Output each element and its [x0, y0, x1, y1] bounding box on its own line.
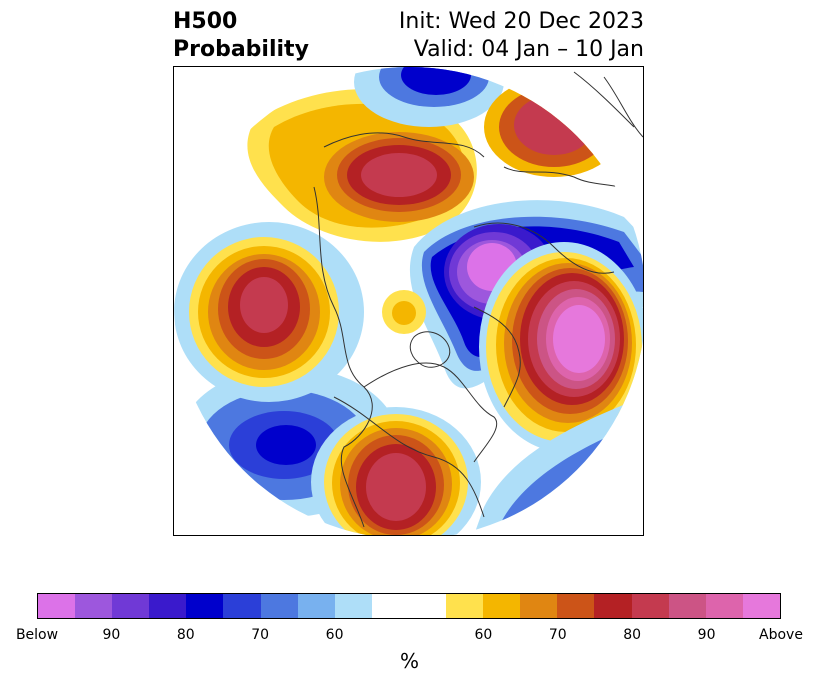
- colorbar-segment: [557, 594, 595, 618]
- title-line-variable: H500: [173, 9, 238, 34]
- colorbar-segment: [297, 594, 335, 618]
- anomaly-above-northeast: [484, 77, 624, 177]
- valid-dates: Valid: 04 Jan – 10 Jan: [413, 37, 644, 62]
- anomaly-above-siberia: [247, 89, 477, 242]
- colorbar: [37, 593, 781, 619]
- colorbar-tick-label: 90: [697, 627, 716, 643]
- colorbar-segment: [38, 594, 76, 618]
- colorbar-segment: [742, 594, 780, 618]
- colorbar-segment: [705, 594, 743, 618]
- colorbar-segment: [446, 594, 484, 618]
- colorbar-tick-label: 70: [251, 627, 270, 643]
- colorbar-unit: %: [399, 649, 419, 673]
- map-title: H500 Probability: [173, 8, 309, 64]
- colorbar-tick-label: 90: [102, 627, 121, 643]
- colorbar-segment: [334, 594, 372, 618]
- colorbar-segment: [594, 594, 632, 618]
- init-date: Init: Wed 20 Dec 2023: [398, 9, 644, 34]
- colorbar-tick-label: 80: [623, 627, 642, 643]
- colorbar-segment: [75, 594, 113, 618]
- colorbar-segment: [668, 594, 706, 618]
- anomaly-above-bering: [174, 222, 364, 402]
- colorbar-segment: [260, 594, 298, 618]
- anomaly-above-alaska-small: [382, 290, 426, 334]
- colorbar-tick-label: 80: [176, 627, 195, 643]
- probability-map: [173, 66, 644, 536]
- colorbar-segment: [483, 594, 521, 618]
- colorbar-tick-label: Above: [759, 627, 803, 643]
- colorbar-segment: [149, 594, 187, 618]
- colorbar-segment: [371, 594, 447, 618]
- probability-map-svg: [174, 67, 643, 535]
- colorbar-segment: [520, 594, 558, 618]
- anomaly-below-arctic: [354, 67, 504, 127]
- anomaly-above-se-us: [311, 407, 481, 535]
- coastlines: [313, 132, 635, 528]
- map-dates: Init: Wed 20 Dec 2023 Valid: 04 Jan – 10…: [399, 8, 644, 64]
- colorbar-segment: [631, 594, 669, 618]
- colorbar-segment: [223, 594, 261, 618]
- colorbar-ticks: Below 90 80 70 60 60 70 80 90 Above: [16, 627, 803, 647]
- anomaly-above-europe: [479, 242, 643, 452]
- colorbar-segment: [112, 594, 150, 618]
- colorbar-tick-label: 70: [548, 627, 567, 643]
- colorbar-segment: [186, 594, 224, 618]
- title-line-probability: Probability: [173, 37, 309, 62]
- colorbar-tick-label: Below: [15, 627, 59, 643]
- colorbar-tick-label: 60: [325, 627, 344, 643]
- coastlines-outside: [573, 71, 643, 138]
- probability-field: [174, 67, 643, 535]
- colorbar-tick-label: 60: [474, 627, 493, 643]
